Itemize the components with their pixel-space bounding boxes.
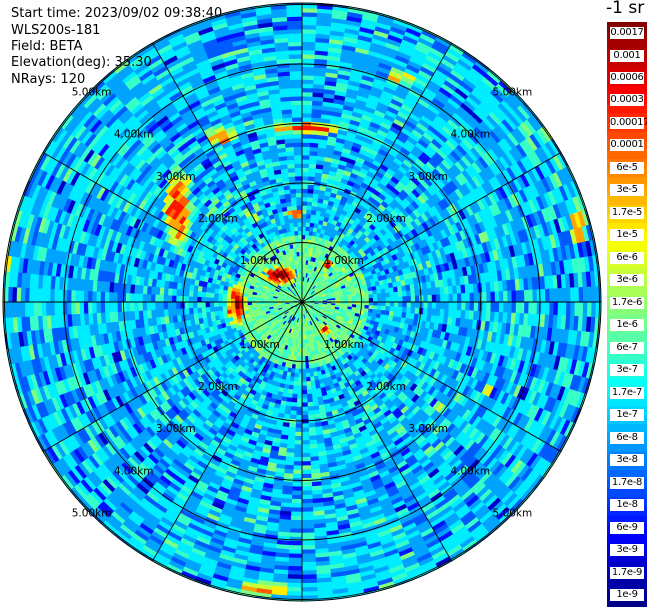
colorbar-tick-label: 3e-6 (610, 274, 644, 287)
colorbar-segment (607, 488, 647, 498)
colorbar-tick-label: 1.7e-9 (610, 566, 644, 579)
colorbar-segment (607, 58, 647, 69)
range-ring-label: 4.00km (450, 465, 490, 477)
colorbar-tick-label: 0.0003 (610, 94, 644, 107)
colorbar-segment (607, 378, 647, 389)
range-ring-label: 4.00km (450, 129, 490, 141)
azimuth-spoke (301, 42, 452, 303)
range-ring-label: 4.00km (114, 129, 154, 141)
colorbar-segment (607, 305, 647, 316)
colorbar-segment (607, 22, 647, 32)
colorbar-segment (607, 332, 647, 343)
range-ring-label: 5.00km (72, 87, 112, 99)
colorbar-tick-label: 6e-7 (610, 341, 644, 354)
range-ring-label: 3.00km (156, 171, 196, 183)
azimuth-spoke (42, 301, 303, 452)
colorbar-segment (607, 131, 647, 142)
range-ring-label: 5.00km (72, 507, 112, 519)
colorbar-tick-label: 6e-6 (610, 251, 644, 264)
colorbar-segment (607, 424, 647, 434)
nrays-label: NRays: 120 (11, 72, 86, 87)
colorbar-segment (607, 259, 647, 270)
colorbar-segment (607, 396, 647, 407)
colorbar-segment (607, 579, 647, 590)
range-ring-label: 3.00km (408, 423, 448, 435)
colorbar-tick-label: 3e-7 (610, 364, 644, 377)
range-ring-label: 1.00km (324, 339, 364, 351)
colorbar-tick-label: 1e-9 (610, 589, 644, 601)
colorbar-segment (607, 442, 647, 453)
range-ring-label: 1.00km (240, 255, 280, 267)
range-ring-label: 5.00km (493, 507, 533, 519)
azimuth-spoke (42, 152, 303, 303)
colorbar-tick-label: 0.0017 (610, 27, 644, 39)
colorbar-tick-label: 0.001 (610, 49, 644, 62)
azimuth-spoke (152, 301, 303, 562)
range-ring-label: 3.00km (156, 423, 196, 435)
colorbar-units: -1 sr (606, 0, 645, 18)
instrument-label: WLS200s-181 (11, 23, 101, 38)
range-ring-label: 4.00km (114, 465, 154, 477)
colorbar-segment (607, 597, 647, 607)
azimuth-spoke (301, 152, 562, 303)
azimuth-spokes (3, 3, 601, 601)
colorbar-segment (607, 40, 647, 51)
range-ring-label: 3.00km (408, 171, 448, 183)
colorbar-tick-label: 3e-5 (610, 184, 644, 197)
start-time-label: Start time: 2023/09/02 09:38:40 (11, 6, 223, 21)
colorbar-segment (607, 195, 647, 206)
colorbar-segment (607, 533, 647, 544)
colorbar-tick-label: 1e-8 (610, 499, 644, 512)
range-ring-label: 2.00km (366, 381, 406, 393)
field-label: Field: BETA (11, 39, 83, 54)
colorbar-tick-label: 0.0006 (610, 72, 644, 84)
colorbar (607, 22, 647, 607)
colorbar-tick-label: 6e-9 (610, 521, 644, 534)
colorbar-segment (607, 351, 647, 361)
colorbar-segment (607, 561, 647, 572)
colorbar-segment (607, 287, 647, 297)
azimuth-spoke (152, 42, 303, 303)
range-ring-label: 5.00km (493, 87, 533, 99)
colorbar-tick-label: 3e-9 (610, 544, 644, 556)
colorbar-tick-label: 1e-6 (610, 319, 644, 332)
colorbar-tick-label: 6e-8 (610, 431, 644, 444)
colorbar-segment (607, 268, 647, 279)
colorbar-tick-label: 1.7e-8 (610, 476, 644, 489)
colorbar-segment (607, 223, 647, 233)
colorbar-tick-label: 1.7e-5 (610, 206, 644, 219)
colorbar-segment (607, 177, 647, 188)
colorbar-segment (607, 241, 647, 252)
range-ring-label: 2.00km (198, 213, 238, 225)
colorbar-tick-label: 1e-7 (610, 409, 644, 422)
elevation-label: Elevation(deg): 35.30 (11, 55, 152, 70)
colorbar-tick-label: 6e-5 (610, 161, 644, 174)
colorbar-tick-label: 1e-5 (610, 229, 644, 242)
colorbar-tick-label: 1.7e-7 (610, 386, 644, 399)
colorbar-tick-label: 0.00017 (610, 116, 647, 129)
colorbar-segment (607, 149, 647, 160)
colorbar-tick-label: 3e-8 (610, 454, 644, 467)
colorbar-segment (607, 469, 647, 480)
range-ring-label: 2.00km (198, 381, 238, 393)
colorbar-segment (607, 515, 647, 526)
range-ring-label: 1.00km (324, 255, 364, 267)
colorbar-tick-label: 0.0001 (610, 139, 644, 152)
range-ring-labels: 1.00km 1.00km 1.00km 1.00km 2.00km 2.00km 2.00… (72, 87, 533, 520)
colorbar-segment (607, 213, 647, 224)
colorbar-segment (607, 104, 647, 115)
colorbar-tick-label: 1.7e-6 (610, 296, 644, 309)
range-ring-label: 2.00km (366, 213, 406, 225)
colorbar-segment (607, 506, 647, 517)
colorbar-segment (607, 552, 647, 562)
range-ring-label: 1.00km (240, 339, 280, 351)
colorbar-segment (607, 85, 647, 96)
azimuth-spoke (301, 301, 452, 562)
azimuth-spoke (301, 301, 562, 452)
